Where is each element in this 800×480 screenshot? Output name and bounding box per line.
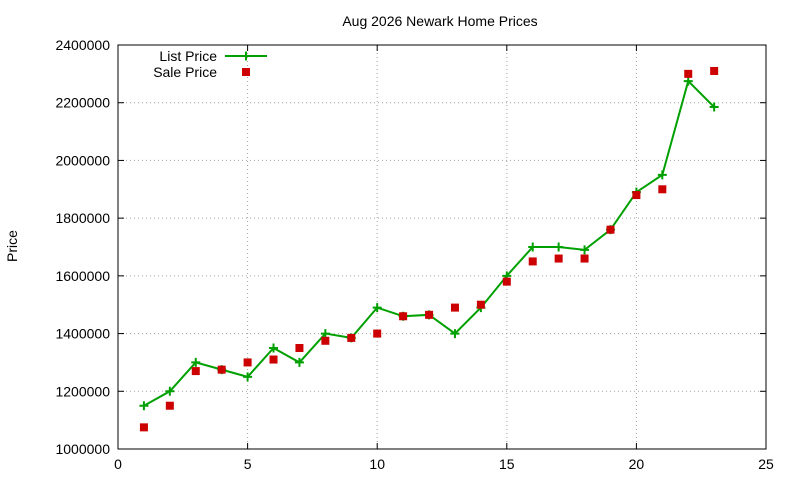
axis-ticks	[117, 44, 767, 450]
x-tick-label: 25	[758, 456, 774, 472]
legend-square	[242, 68, 250, 76]
list-price-point	[241, 51, 251, 61]
y-tick-label: 1800000	[55, 210, 110, 226]
sale-price-point	[528, 257, 537, 266]
list-price-point	[191, 357, 201, 367]
list-price-point	[320, 329, 330, 339]
sale-price-point	[450, 303, 459, 312]
sale-price-point	[580, 254, 589, 263]
gridlines	[118, 45, 766, 449]
list-price-point	[269, 343, 279, 353]
sale-price-point	[269, 355, 278, 364]
y-tick-label: 1000000	[55, 441, 110, 457]
y-tick-label: 1200000	[55, 383, 110, 399]
sale-price-point	[684, 69, 693, 78]
x-tick-label: 15	[499, 456, 515, 472]
sale-price-point	[243, 358, 252, 367]
list-price-point	[528, 242, 538, 252]
y-tick-label: 2000000	[55, 152, 110, 168]
list-price-line	[143, 79, 715, 407]
chart-title: Aug 2026 Newark Home Prices	[342, 13, 537, 29]
x-tick-label: 0	[114, 456, 122, 472]
sale-price-point	[191, 367, 200, 376]
list-price-point	[580, 245, 590, 255]
sale-price-point	[502, 277, 511, 286]
tick-labels: 0 5 10 15 20 25 1000000 1200000 1400000 1600000 18…	[55, 37, 774, 472]
list-price-point	[554, 242, 564, 252]
sale-price-point	[373, 329, 382, 338]
legend-label: List Price	[159, 48, 217, 64]
x-tick-label: 5	[244, 456, 252, 472]
sale-price-point	[476, 300, 485, 309]
sale-price-point	[606, 225, 615, 234]
x-tick-label: 10	[369, 456, 385, 472]
list-price-point	[294, 357, 304, 367]
sale-price-point	[710, 66, 719, 75]
y-tick-label: 2200000	[55, 95, 110, 111]
plot-frame	[117, 44, 767, 450]
sale-price-point	[399, 312, 408, 321]
list-price-point	[139, 401, 149, 411]
sale-price-point	[425, 310, 434, 319]
series-0	[139, 76, 719, 411]
list-price-point	[657, 170, 667, 180]
y-tick-label: 2400000	[55, 37, 110, 53]
sale-price-point	[139, 423, 148, 432]
sale-price-point	[632, 191, 641, 200]
sale-price-point	[321, 336, 330, 345]
y-axis-label: Price	[4, 230, 20, 262]
series-layer	[139, 66, 719, 432]
sale-price-point	[658, 185, 667, 194]
list-price-point	[372, 303, 382, 313]
sale-price-point	[165, 401, 174, 410]
sale-price-point	[295, 344, 304, 352]
y-tick-label: 1600000	[55, 268, 110, 284]
sale-price-point	[347, 333, 356, 342]
y-tick-label: 1400000	[55, 326, 110, 342]
sale-price-point	[217, 365, 226, 374]
list-price-point	[165, 386, 175, 396]
series-1	[139, 66, 719, 432]
list-price-point	[709, 102, 719, 112]
list-price-point	[450, 329, 460, 339]
x-tick-label: 20	[629, 456, 645, 472]
list-price-point	[683, 76, 693, 86]
sale-price-point	[554, 254, 563, 263]
legend-label: Sale Price	[153, 64, 217, 80]
list-price-point	[243, 372, 253, 382]
